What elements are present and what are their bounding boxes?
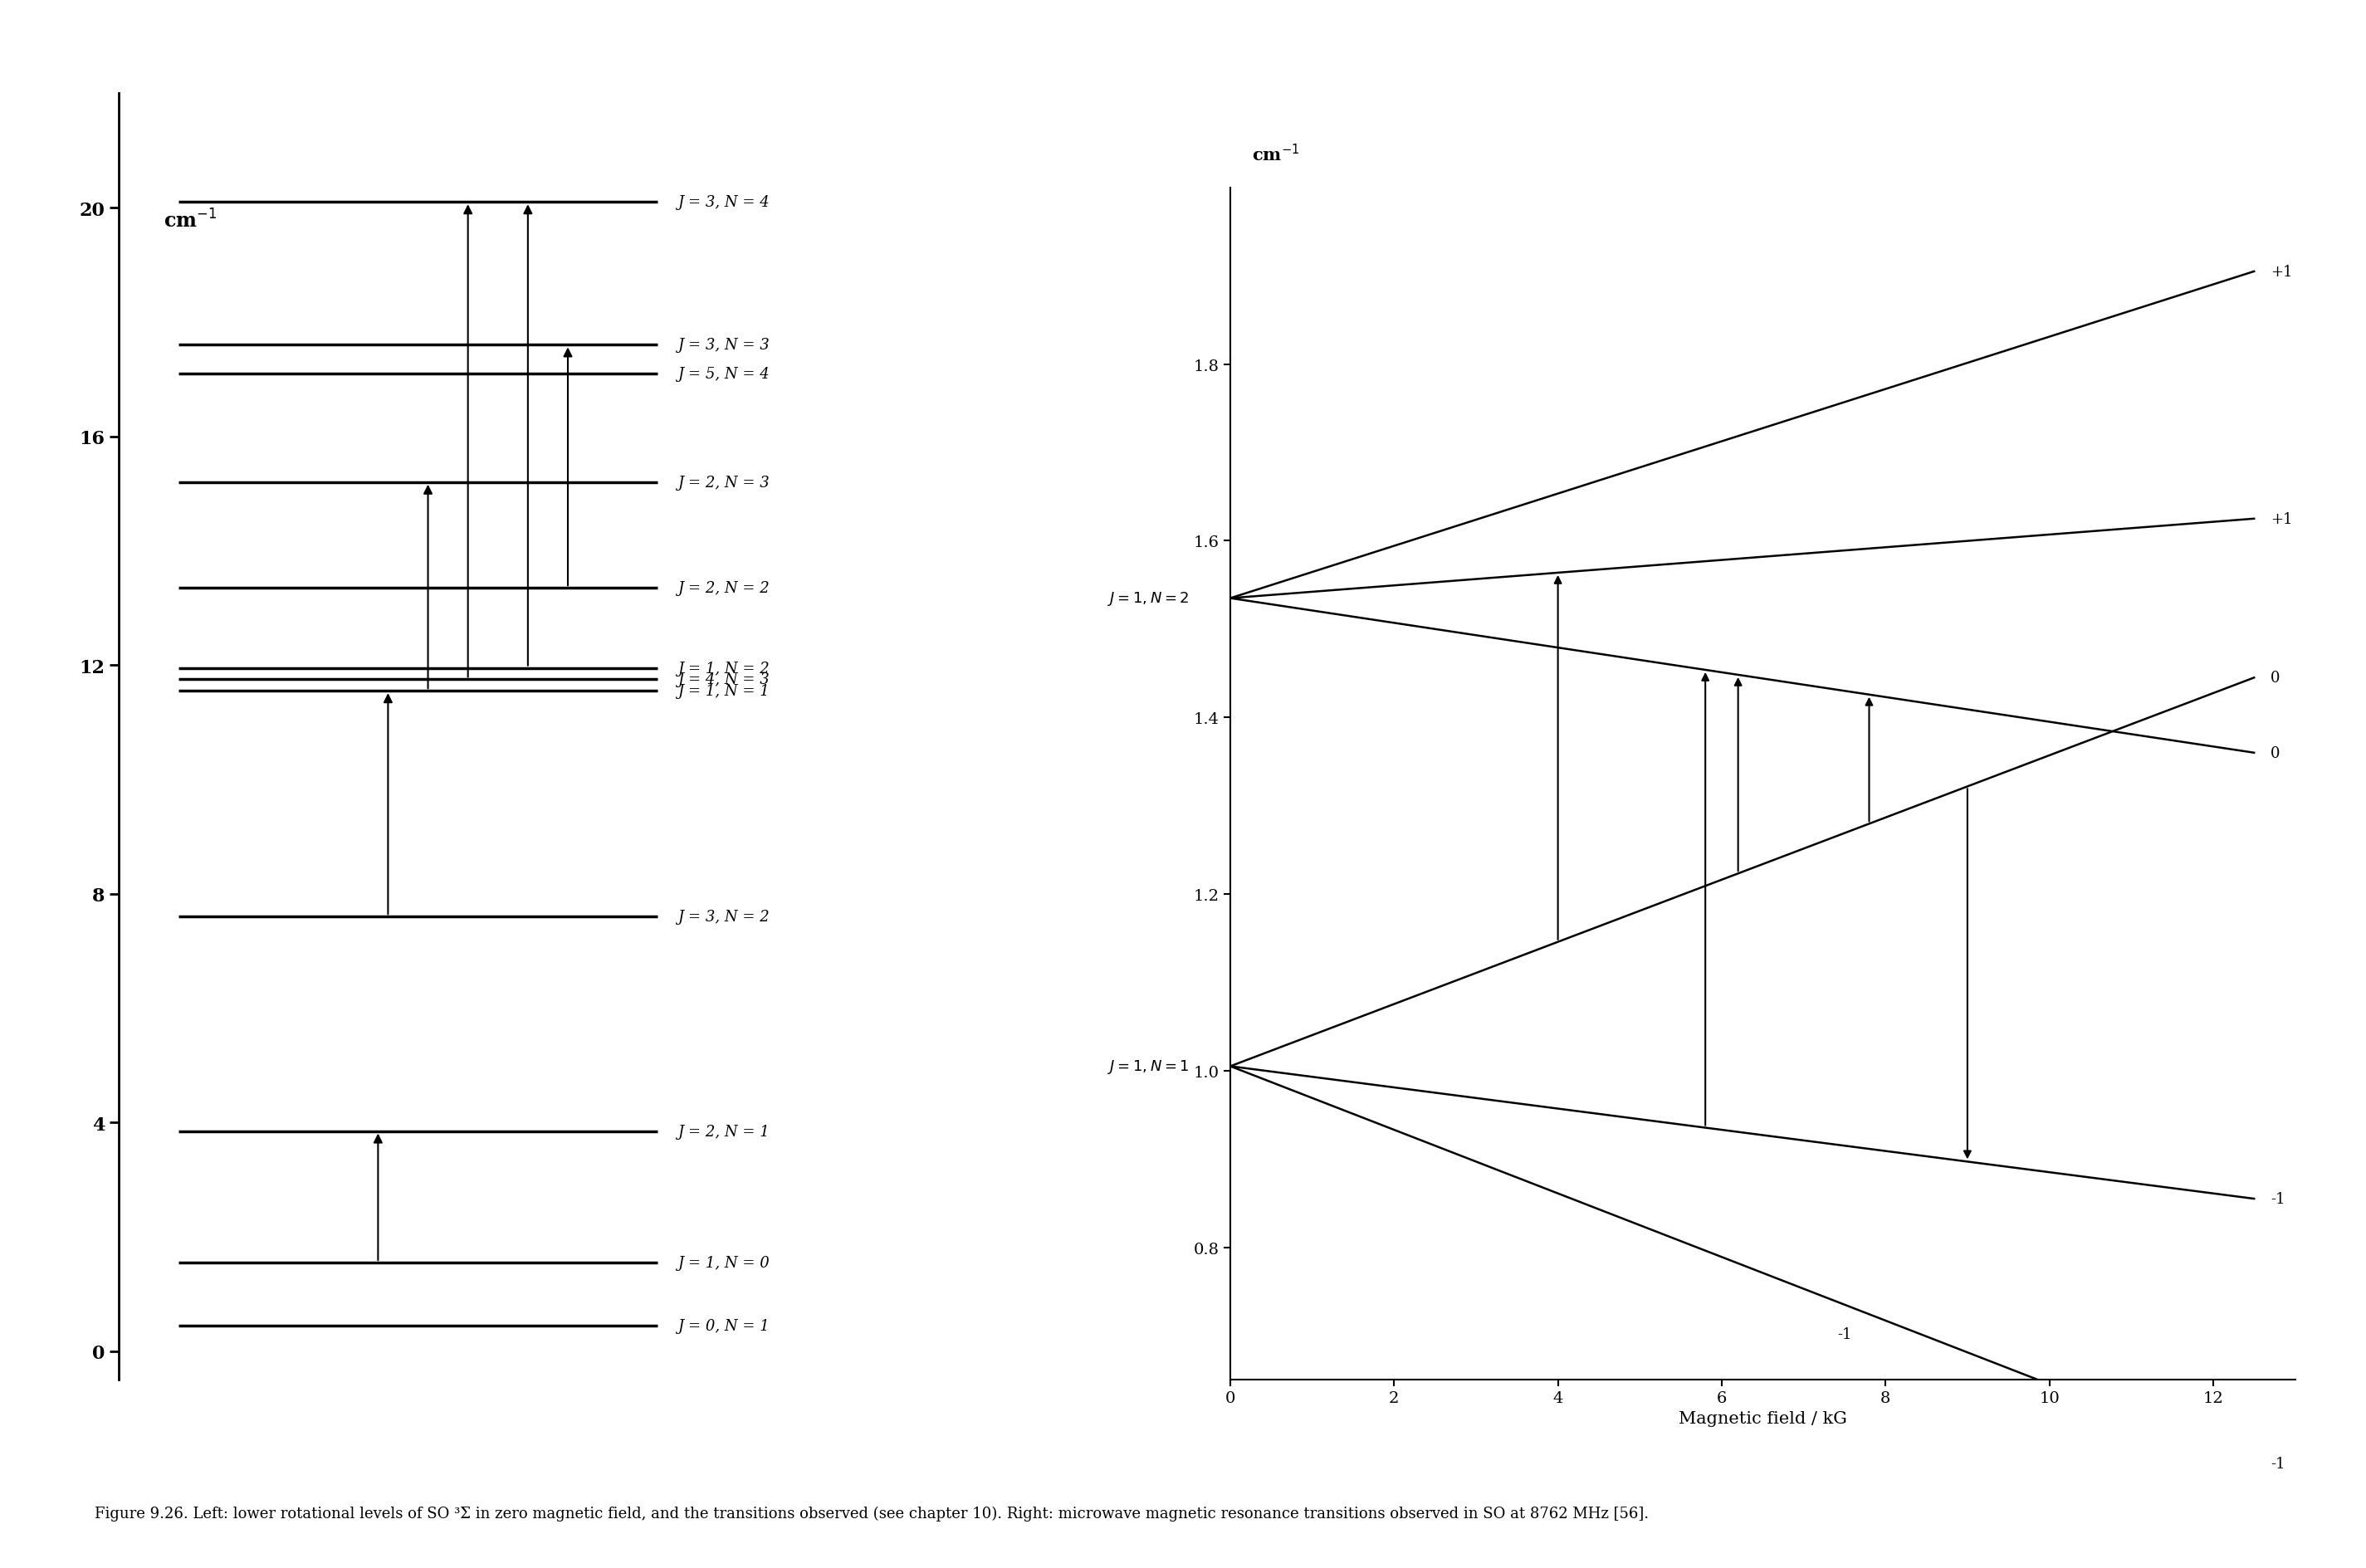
Text: J = 2, N = 2: J = 2, N = 2 [677, 580, 769, 596]
Text: J = 5, N = 4: J = 5, N = 4 [677, 367, 769, 381]
Text: J = 2, N = 1: J = 2, N = 1 [677, 1124, 769, 1138]
Text: J = 2, N = 3: J = 2, N = 3 [677, 475, 769, 491]
Text: J = 0, N = 1: J = 0, N = 1 [677, 1319, 769, 1333]
Text: Figure 9.26. Left: lower rotational levels of SO ³Σ in zero magnetic field, and : Figure 9.26. Left: lower rotational leve… [95, 1505, 1649, 1521]
Text: $J = 1, N = 1$: $J = 1, N = 1$ [1107, 1058, 1190, 1076]
Text: J = 1, N = 2: J = 1, N = 2 [677, 662, 769, 676]
Text: J = 4, N = 3: J = 4, N = 3 [677, 673, 769, 687]
Text: 0: 0 [2271, 746, 2281, 760]
Text: J = 1, N = 0: J = 1, N = 0 [677, 1256, 769, 1270]
Text: 0: 0 [2271, 671, 2281, 685]
Text: -1: -1 [2271, 1457, 2286, 1471]
Text: -1: -1 [2271, 1192, 2286, 1206]
Text: -1: -1 [1838, 1327, 1853, 1342]
Text: J = 3, N = 3: J = 3, N = 3 [677, 339, 769, 353]
Text: +1: +1 [2271, 511, 2293, 527]
Text: J = 3, N = 2: J = 3, N = 2 [677, 909, 769, 925]
Text: +1: +1 [2271, 265, 2293, 279]
Text: $J = 1, N = 2$: $J = 1, N = 2$ [1107, 590, 1190, 607]
Text: J = 3, N = 4: J = 3, N = 4 [677, 194, 769, 210]
X-axis label: Magnetic field / kG: Magnetic field / kG [1677, 1410, 1848, 1425]
Text: cm$^{-1}$: cm$^{-1}$ [163, 210, 218, 232]
Text: J = 1, N = 1: J = 1, N = 1 [677, 684, 769, 699]
Text: cm$^{-1}$: cm$^{-1}$ [1252, 143, 1299, 165]
